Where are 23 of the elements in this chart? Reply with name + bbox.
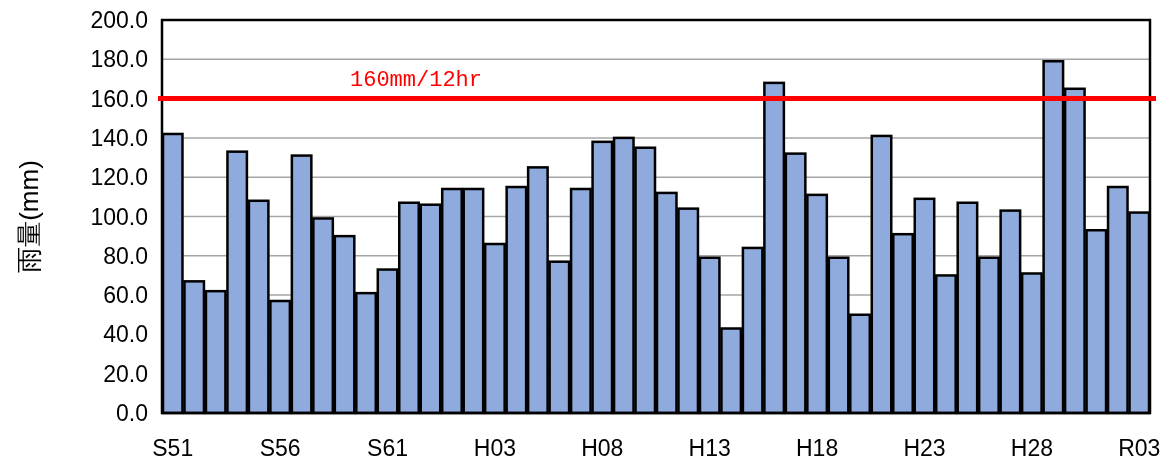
x-tick-label: R03 (1118, 435, 1161, 461)
y-tick-label: 160.0 (90, 85, 148, 112)
y-tick-label: 40.0 (103, 321, 148, 348)
y-tick-label: 140.0 (90, 124, 148, 151)
y-tick-label: 60.0 (103, 282, 148, 309)
x-tick-label: H13 (688, 435, 731, 461)
y-tick-label: 80.0 (103, 242, 148, 269)
y-tick-label: 100.0 (90, 203, 148, 230)
x-tick-label: S56 (259, 435, 301, 461)
y-axis-title: 雨量(mm) (14, 160, 44, 273)
x-tick-label: S61 (367, 435, 408, 461)
y-tick-label: 200.0 (90, 7, 148, 33)
x-tick-label: S51 (152, 435, 194, 461)
x-tick-label: H23 (903, 435, 946, 461)
x-tick-label: H08 (581, 435, 624, 461)
y-tick-label: 20.0 (103, 360, 148, 387)
y-tick-label: 120.0 (90, 164, 148, 191)
ref-line-label: 160mm/12hr (350, 67, 483, 93)
x-tick-label: H18 (795, 435, 839, 461)
x-tick-label: H03 (473, 435, 517, 461)
y-tick-label: 0.0 (116, 400, 148, 426)
y-tick-label: 180.0 (90, 46, 148, 73)
x-tick-label: H28 (1010, 435, 1053, 461)
